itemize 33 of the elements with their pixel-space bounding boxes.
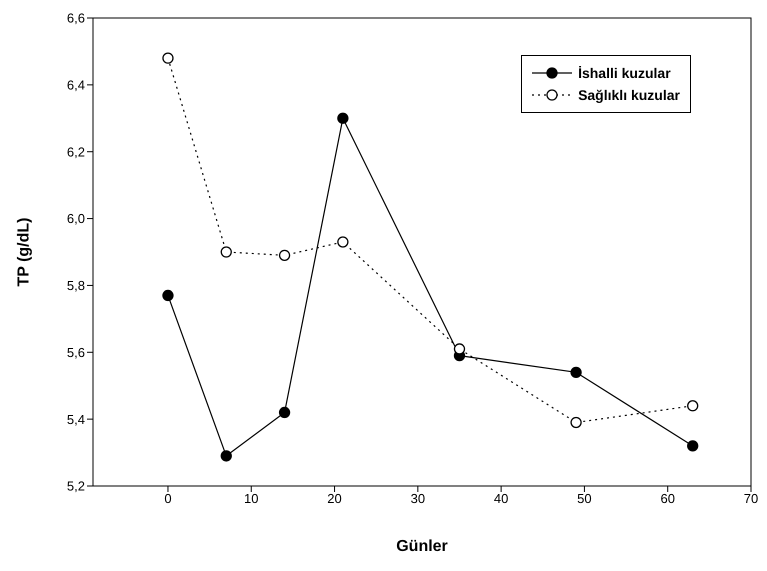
point [220, 246, 232, 258]
point [570, 366, 582, 378]
point [337, 112, 349, 124]
point [337, 236, 349, 248]
y-axis-title: TP (g/dL) [16, 217, 33, 287]
y-tick-label: 5,4 [66, 412, 85, 427]
point [687, 400, 698, 412]
y-tick-label: 6,0 [66, 211, 85, 226]
y-tick-label: 5,6 [66, 344, 85, 360]
x-tick-label: 20 [327, 491, 342, 506]
x-tick-label: 30 [410, 491, 426, 506]
x-tick-label: 10 [244, 491, 258, 506]
point [454, 343, 466, 355]
y-tick-label: 5,8 [66, 278, 85, 294]
y-tick-label: 5,2 [66, 478, 85, 494]
x-tick-label: 60 [660, 491, 675, 506]
point [278, 406, 290, 418]
point [278, 250, 290, 261]
legend-label: İshalli kuzular [578, 64, 671, 83]
y-tick-label: 6,4 [66, 77, 85, 92]
point [162, 52, 174, 64]
x-tick-label: 50 [577, 491, 592, 506]
point [570, 416, 582, 428]
point [220, 450, 232, 462]
y-tick-label: 6,2 [66, 144, 85, 160]
x-tick-label: 0 [164, 491, 172, 506]
point [162, 290, 174, 302]
x-tick-label: 70 [744, 491, 758, 506]
x-axis-title: Günler [396, 538, 448, 555]
point [687, 440, 698, 452]
x-tick-label: 40 [494, 491, 508, 506]
legend-label: Sağlıklı kuzular [578, 86, 680, 105]
y-tick-label: 6,6 [66, 10, 85, 26]
